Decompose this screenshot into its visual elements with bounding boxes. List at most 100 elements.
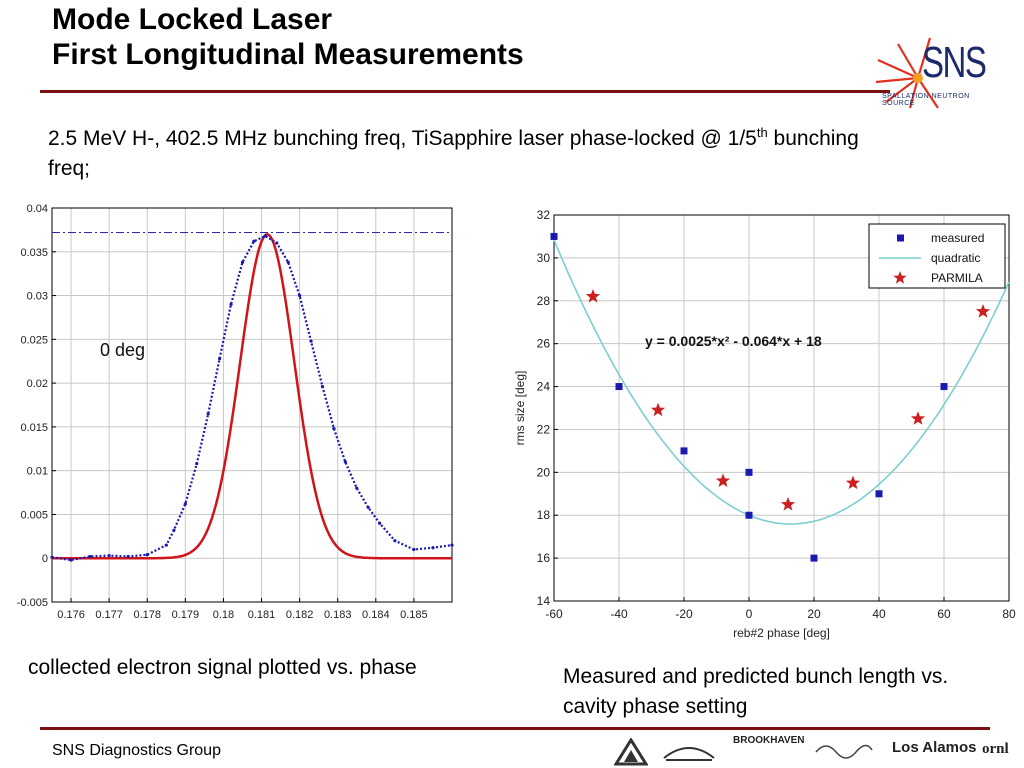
measured-signal-point	[343, 460, 347, 464]
gaussian-fit-line	[52, 233, 452, 560]
y-tick-label: 32	[537, 208, 551, 222]
measured-signal-point	[183, 502, 187, 506]
caption-left: collected electron signal plotted vs. ph…	[28, 656, 417, 679]
y-tick-label: 14	[537, 594, 551, 608]
title-line-2: First Longitudinal Measurements	[52, 38, 524, 71]
measured-signal-point	[240, 260, 245, 264]
measured-point	[810, 554, 818, 562]
brookhaven-logo: BROOKHAVEN	[733, 735, 805, 746]
x-tick-label: 0.182	[286, 609, 314, 621]
measured-point	[615, 383, 623, 391]
parmila-point	[910, 411, 926, 425]
measured-signal-point	[164, 543, 168, 547]
x-tick-label: 0.183	[324, 609, 352, 621]
measured-signal-point	[450, 543, 454, 547]
parmila-point	[975, 304, 991, 318]
parmila-point	[650, 402, 666, 417]
x-tick-label: -20	[675, 607, 693, 621]
plot-border	[553, 214, 1010, 602]
x-tick-label: 0.184	[362, 609, 390, 621]
measured-point	[680, 447, 688, 455]
y-tick-label: 0.015	[20, 422, 48, 434]
x-tick-label: -60	[545, 607, 563, 621]
measured-signal-point	[218, 356, 222, 361]
measured-point	[745, 511, 753, 519]
measured-signal-point	[50, 555, 54, 559]
fit-equation: y = 0.0025*x² - 0.064*x + 18	[645, 333, 822, 349]
parmila-point	[845, 475, 861, 490]
y-tick-label: 0.005	[20, 509, 48, 521]
measured-signal-point	[69, 558, 73, 562]
subtitle-text-end: bunching freq;	[48, 127, 859, 180]
measured-point	[940, 383, 948, 391]
legend-label: PARMILA	[931, 271, 983, 285]
subtitle-text: 2.5 MeV H-, 402.5 MHz bunching freq, TiS…	[48, 127, 757, 150]
y-tick-label: 24	[537, 380, 551, 394]
y-tick-label: 22	[537, 422, 551, 436]
phase-annotation: 0 deg	[100, 340, 145, 360]
measured-signal-point	[286, 260, 290, 264]
plot-border	[51, 207, 453, 603]
x-tick-label: 20	[807, 607, 821, 621]
y-tick-label: 20	[537, 465, 551, 479]
slide-title: Mode Locked Laser First Longitudinal Mea…	[52, 2, 524, 72]
x-axis-label: reb#2 phase [deg]	[733, 626, 830, 640]
subtitle-superscript: th	[756, 125, 768, 140]
x-tick-label: 0.177	[95, 609, 123, 621]
footer-label: SNS Diagnostics Group	[52, 742, 221, 759]
y-tick-label: 0	[42, 553, 48, 565]
y-tick-label: -0.005	[17, 597, 48, 609]
y-tick-label: 16	[537, 551, 551, 565]
x-tick-label: 40	[872, 607, 886, 621]
parmila-point	[585, 289, 601, 303]
legend-label: quadratic	[931, 251, 980, 265]
measured-signal-point	[366, 505, 370, 510]
sns-logo-text: SNS	[922, 38, 987, 87]
parmila-point	[715, 473, 731, 487]
legend-parmila-swatch	[893, 271, 907, 284]
measured-signal-point	[309, 339, 313, 343]
y-tick-label: 0.01	[27, 466, 48, 478]
measured-signal-point	[378, 521, 382, 525]
measured-signal-point	[88, 554, 92, 559]
legend-label: measured	[931, 231, 984, 245]
measured-signal-point	[298, 293, 302, 298]
los-alamos-logo: Los Alamos	[892, 739, 977, 756]
y-tick-label: 28	[537, 294, 551, 308]
measured-point	[550, 232, 558, 240]
x-tick-label: 0.179	[172, 609, 200, 621]
x-tick-label: 0.181	[248, 609, 276, 621]
measured-point	[745, 468, 753, 476]
bunch-length-chart: -60 -40 -20 0 20 40 60 80 14 16 18 20 22 24 26 28 30 32 re…	[513, 208, 1016, 640]
measured-signal-point	[263, 234, 267, 238]
measured-signal-point	[275, 241, 279, 245]
x-tick-label: 0	[746, 607, 753, 621]
measured-signal-point	[431, 546, 435, 550]
measured-signal-point	[393, 539, 397, 543]
y-tick-label: 26	[537, 337, 551, 351]
caption-right: Measured and predicted bunch length vs. …	[563, 665, 949, 718]
x-tick-label: 0.18	[213, 609, 234, 621]
ornl-logo: ornl	[982, 741, 1009, 757]
x-tick-label: 0.178	[133, 609, 161, 621]
measured-signal-point	[412, 547, 416, 552]
plot-area	[51, 207, 453, 603]
measured-signal-point	[195, 462, 199, 466]
measured-signal-point	[206, 412, 210, 416]
sns-logo-icon	[875, 37, 939, 109]
sns-logo-subtext: SPALLATION NEUTRON SOURCE	[882, 93, 970, 107]
measured-signal-point	[252, 239, 256, 243]
measured-signal-point	[320, 385, 325, 389]
y-axis-label: rms size [deg]	[513, 371, 527, 446]
y-tick-label: 30	[537, 251, 551, 265]
parmila-point	[780, 497, 796, 511]
measured-signal-line	[51, 234, 453, 562]
measured-signal-point	[355, 486, 359, 490]
y-tick-label: 0.04	[27, 203, 48, 215]
y-tick-label: 0.02	[27, 378, 48, 390]
x-tick-label: 80	[1002, 607, 1016, 621]
measured-signal-point	[332, 427, 336, 431]
jefferson-lab-logo-icon	[815, 744, 873, 759]
measured-signal-point	[145, 553, 149, 557]
berkeley-lab-logo-icon	[663, 747, 715, 761]
